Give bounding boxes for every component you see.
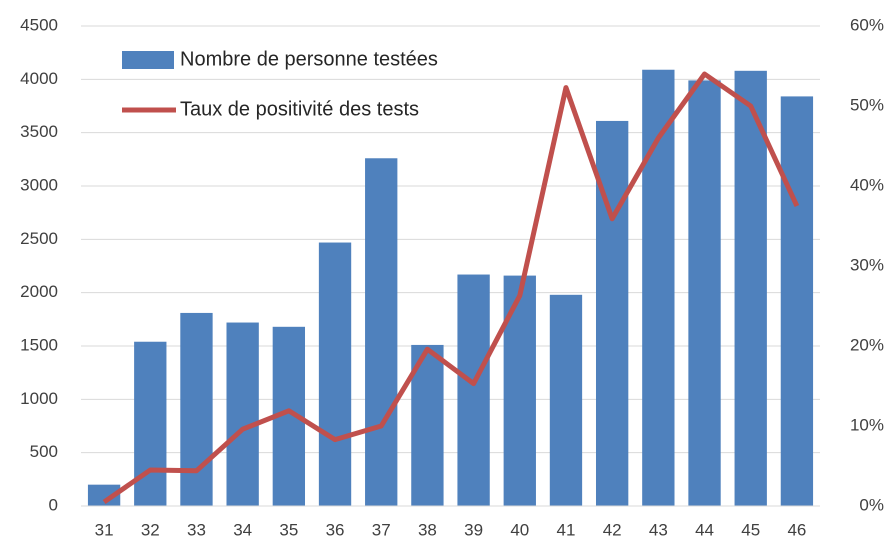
x-tick-label: 42 [603, 520, 622, 539]
bar [457, 274, 490, 506]
bar [734, 70, 767, 507]
y-tick-label: 2000 [20, 282, 58, 301]
line [102, 71, 800, 505]
x-tick-label: 35 [279, 520, 298, 539]
y-tick-label: 0 [49, 495, 58, 514]
bar [688, 80, 721, 507]
legend-swatch [122, 51, 174, 69]
bar [365, 158, 398, 506]
x-tick-label: 34 [233, 520, 252, 539]
y2-tick-label: 30% [850, 255, 884, 274]
y2-tick-label: 60% [850, 15, 884, 34]
bar [549, 294, 583, 506]
y-tick-label: 500 [30, 442, 58, 461]
x-tick-label: 40 [510, 520, 529, 539]
y-tick-label: 3000 [20, 175, 58, 194]
x-tick-label: 38 [418, 520, 437, 539]
y2-tick-label: 50% [850, 95, 884, 114]
bar [780, 96, 814, 507]
x-tick-label: 31 [95, 520, 114, 539]
y2-tick-label: 10% [850, 415, 884, 434]
x-tick-label: 33 [187, 520, 206, 539]
y2-tick-label: 40% [850, 175, 884, 194]
bar [503, 275, 536, 506]
x-tick-label: 39 [464, 520, 483, 539]
x-tick-label: 36 [326, 520, 345, 539]
x-tick-label: 32 [141, 520, 160, 539]
x-tick-label: 44 [695, 520, 714, 539]
y-tick-label: 4500 [20, 15, 58, 34]
x-tick-label: 46 [787, 520, 806, 539]
bar [180, 312, 213, 506]
y2-tick-label: 0% [859, 495, 884, 514]
y-tick-label: 1000 [20, 389, 58, 408]
bar [134, 341, 167, 506]
x-tick-label: 45 [741, 520, 760, 539]
x-tick-label: 37 [372, 520, 391, 539]
bar [595, 120, 629, 506]
legend-label: Nombre de personne testées [180, 48, 438, 70]
bar [87, 484, 121, 506]
x-tick-label: 41 [557, 520, 576, 539]
y-tick-label: 1500 [20, 335, 58, 354]
x-tick-label: 43 [649, 520, 668, 539]
y-tick-label: 3500 [20, 122, 58, 141]
y2-tick-label: 20% [850, 335, 884, 354]
bar [226, 322, 259, 506]
y-tick-label: 2500 [20, 229, 58, 248]
bar [318, 242, 352, 507]
y-tick-label: 4000 [20, 69, 58, 88]
legend-label: Taux de positivité des tests [180, 98, 419, 120]
